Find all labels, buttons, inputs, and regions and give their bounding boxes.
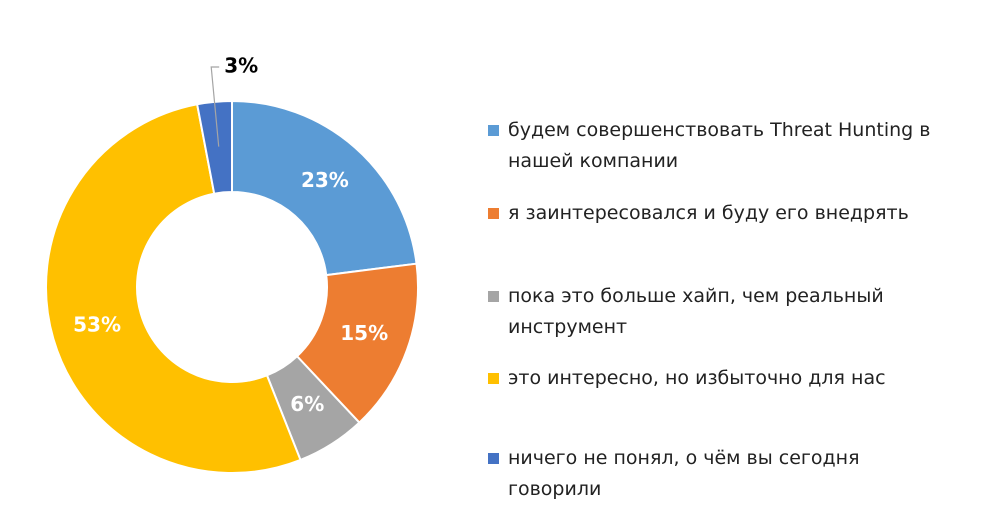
legend-label: пока это больше хайп, чем реальный инстр… — [508, 285, 884, 338]
legend-item: я заинтересовался и буду его внедрять — [488, 198, 958, 229]
legend-item: ничего не понял, о чём вы сегодня говори… — [488, 443, 958, 505]
data-label: 15% — [340, 321, 388, 345]
legend-item: это интересно, но избыточно для нас — [488, 363, 958, 394]
legend-swatch — [488, 208, 499, 219]
legend-swatch — [488, 373, 499, 384]
donut-slice — [231, 99, 418, 277]
legend-label: ничего не понял, о чём вы сегодня говори… — [508, 447, 860, 500]
legend-swatch — [488, 453, 499, 464]
legend-item: пока это больше хайп, чем реальный инстр… — [488, 281, 958, 343]
leader-line — [210, 66, 220, 147]
data-label: 53% — [73, 313, 121, 337]
legend-item: будем совершенствовать Threat Hunting в … — [488, 115, 958, 177]
data-label: 23% — [301, 168, 349, 192]
data-label: 6% — [290, 392, 324, 416]
legend-label: я заинтересовался и буду его внедрять — [508, 202, 909, 224]
legend-label: это интересно, но избыточно для нас — [508, 367, 886, 389]
data-label: 3% — [224, 53, 258, 77]
donut-slice — [45, 103, 302, 474]
legend-label: будем совершенствовать Threat Hunting в … — [508, 119, 931, 172]
legend-swatch — [488, 125, 499, 136]
legend-swatch — [488, 291, 499, 302]
donut-slice — [195, 99, 233, 195]
